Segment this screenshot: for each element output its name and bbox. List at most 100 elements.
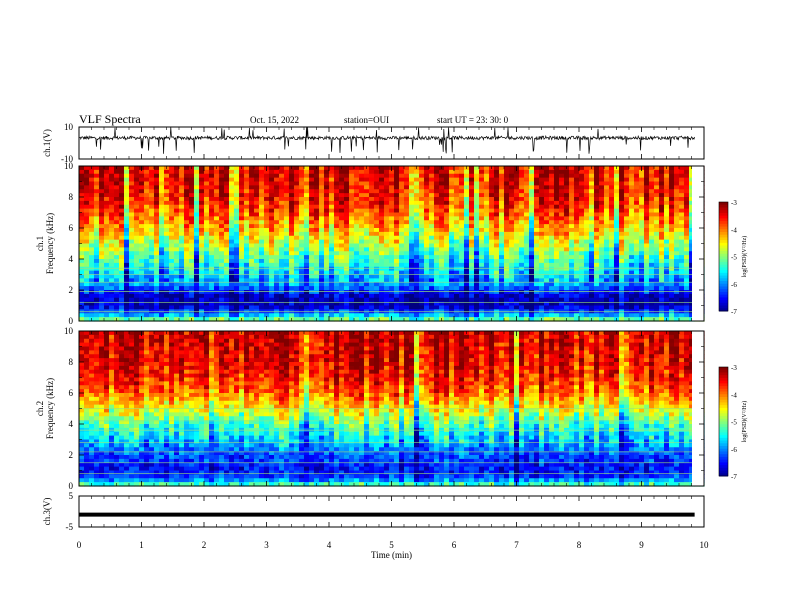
spectrogram-cell [684, 317, 690, 322]
spectrogram-cell [314, 247, 320, 252]
spectrogram-cell [399, 247, 405, 252]
spectrogram-cell [274, 216, 280, 221]
spectrogram-cell [114, 224, 120, 229]
spectrogram-cell [494, 274, 500, 279]
spectrogram-cell [299, 204, 305, 210]
spectrogram-cell [424, 212, 430, 217]
spectrogram-cell [209, 197, 215, 202]
spectrogram-cell [559, 313, 565, 318]
spectrogram-cell [674, 212, 680, 217]
spectrogram-cell [84, 270, 90, 276]
spectrogram-cell [399, 212, 405, 217]
spectrogram-cell [609, 313, 615, 318]
spectrogram-cell [459, 293, 465, 299]
spectrogram-cell [599, 235, 605, 241]
spectrogram-cell [539, 313, 545, 318]
spectrogram-cell [594, 239, 600, 245]
spectrogram-cell [254, 220, 260, 225]
spectrogram-cell [549, 185, 555, 190]
spectrogram-cell [104, 166, 110, 171]
spectrogram-cell [109, 177, 115, 183]
spectrogram-cell [204, 181, 210, 186]
spectrogram-cell [614, 220, 620, 225]
spectrogram-cell [104, 181, 110, 186]
spectrogram-cell [534, 228, 540, 233]
spectrogram-cell [544, 301, 550, 307]
spectrogram-cell [159, 169, 165, 175]
spectrogram-cell [579, 317, 585, 322]
spectrogram-cell [289, 185, 295, 190]
spectrogram-cell [579, 169, 585, 175]
spectrogram-cell [604, 278, 610, 283]
spectrogram-cell [414, 266, 420, 272]
spectrogram-cell [664, 305, 670, 310]
spectrogram-cell [469, 197, 475, 202]
spectrogram-cell [389, 247, 395, 252]
spectrogram-cell [264, 208, 270, 214]
spectrogram-cell [139, 224, 145, 229]
spectrogram-cell [109, 228, 115, 233]
spectrogram-cell [429, 274, 435, 279]
spectrogram-cell [509, 200, 515, 206]
spectrogram-cell [484, 239, 490, 245]
spectrogram-cell [569, 224, 575, 229]
spectrogram-cell [414, 224, 420, 229]
spectrogram-cell [444, 169, 450, 175]
spectrogram-cell [524, 255, 530, 260]
spectrogram-cell [629, 247, 635, 252]
spectrogram-cell [319, 270, 325, 276]
spectrogram-cell [604, 193, 610, 198]
spectrogram-cell [364, 169, 370, 175]
spectrogram-cell [224, 317, 230, 322]
spectrogram-cell [519, 235, 525, 241]
spectrogram-cell [459, 290, 465, 295]
spectrogram-cell [679, 317, 685, 322]
spectrogram-cell [134, 169, 140, 175]
spectrogram-cell [679, 278, 685, 283]
spectrogram-cell [554, 212, 560, 217]
spectrogram-cell [304, 173, 310, 179]
spectrogram-cell [419, 200, 425, 206]
spectrogram-cell [339, 293, 345, 299]
spectrogram-cell [174, 274, 180, 279]
spectrogram-cell [154, 317, 160, 322]
spectrogram-cell [484, 282, 490, 287]
spectrogram-cell [254, 166, 260, 171]
spectrogram-cell [629, 228, 635, 233]
spectrogram-cell [599, 317, 605, 322]
spectrogram-cell [279, 224, 285, 229]
spectrogram-cell [189, 305, 195, 310]
spectrogram-cell [424, 181, 430, 186]
spectrogram-cell [674, 235, 680, 241]
spectrogram-cell [134, 228, 140, 233]
spectrogram-cell [649, 193, 655, 198]
spectrogram-cell [369, 259, 375, 264]
spectrogram-cell [599, 243, 605, 248]
spectrogram-cell [559, 259, 565, 264]
spectrogram-cell [444, 166, 450, 171]
spectrogram-cell [544, 247, 550, 252]
spectrogram-cell [269, 293, 275, 299]
spectrogram-cell [269, 216, 275, 221]
spectrogram-cell [499, 301, 505, 307]
spectrogram-cell [584, 216, 590, 221]
spectrogram-cell [624, 274, 630, 279]
spectrogram-cell [329, 228, 335, 233]
spectrogram-cell [349, 228, 355, 233]
spectrogram-cell [489, 189, 495, 194]
spectrogram-cell [469, 224, 475, 229]
spectrogram-cell [89, 224, 95, 229]
spectrogram-cell [449, 189, 455, 194]
spectrogram-cell [249, 166, 255, 171]
spectrogram-cell [219, 193, 225, 198]
spectrogram-cell [289, 181, 295, 186]
spectrogram-cell [469, 166, 475, 171]
spectrogram-cell [209, 251, 215, 256]
spectrogram-cell [269, 212, 275, 217]
spectrogram-cell [224, 247, 230, 252]
spectrogram-cell [159, 305, 165, 310]
spectrogram-cell [409, 270, 415, 276]
spectrogram-cell [634, 166, 640, 171]
spectrogram-cell [499, 286, 505, 291]
spectrogram-cell [444, 305, 450, 310]
